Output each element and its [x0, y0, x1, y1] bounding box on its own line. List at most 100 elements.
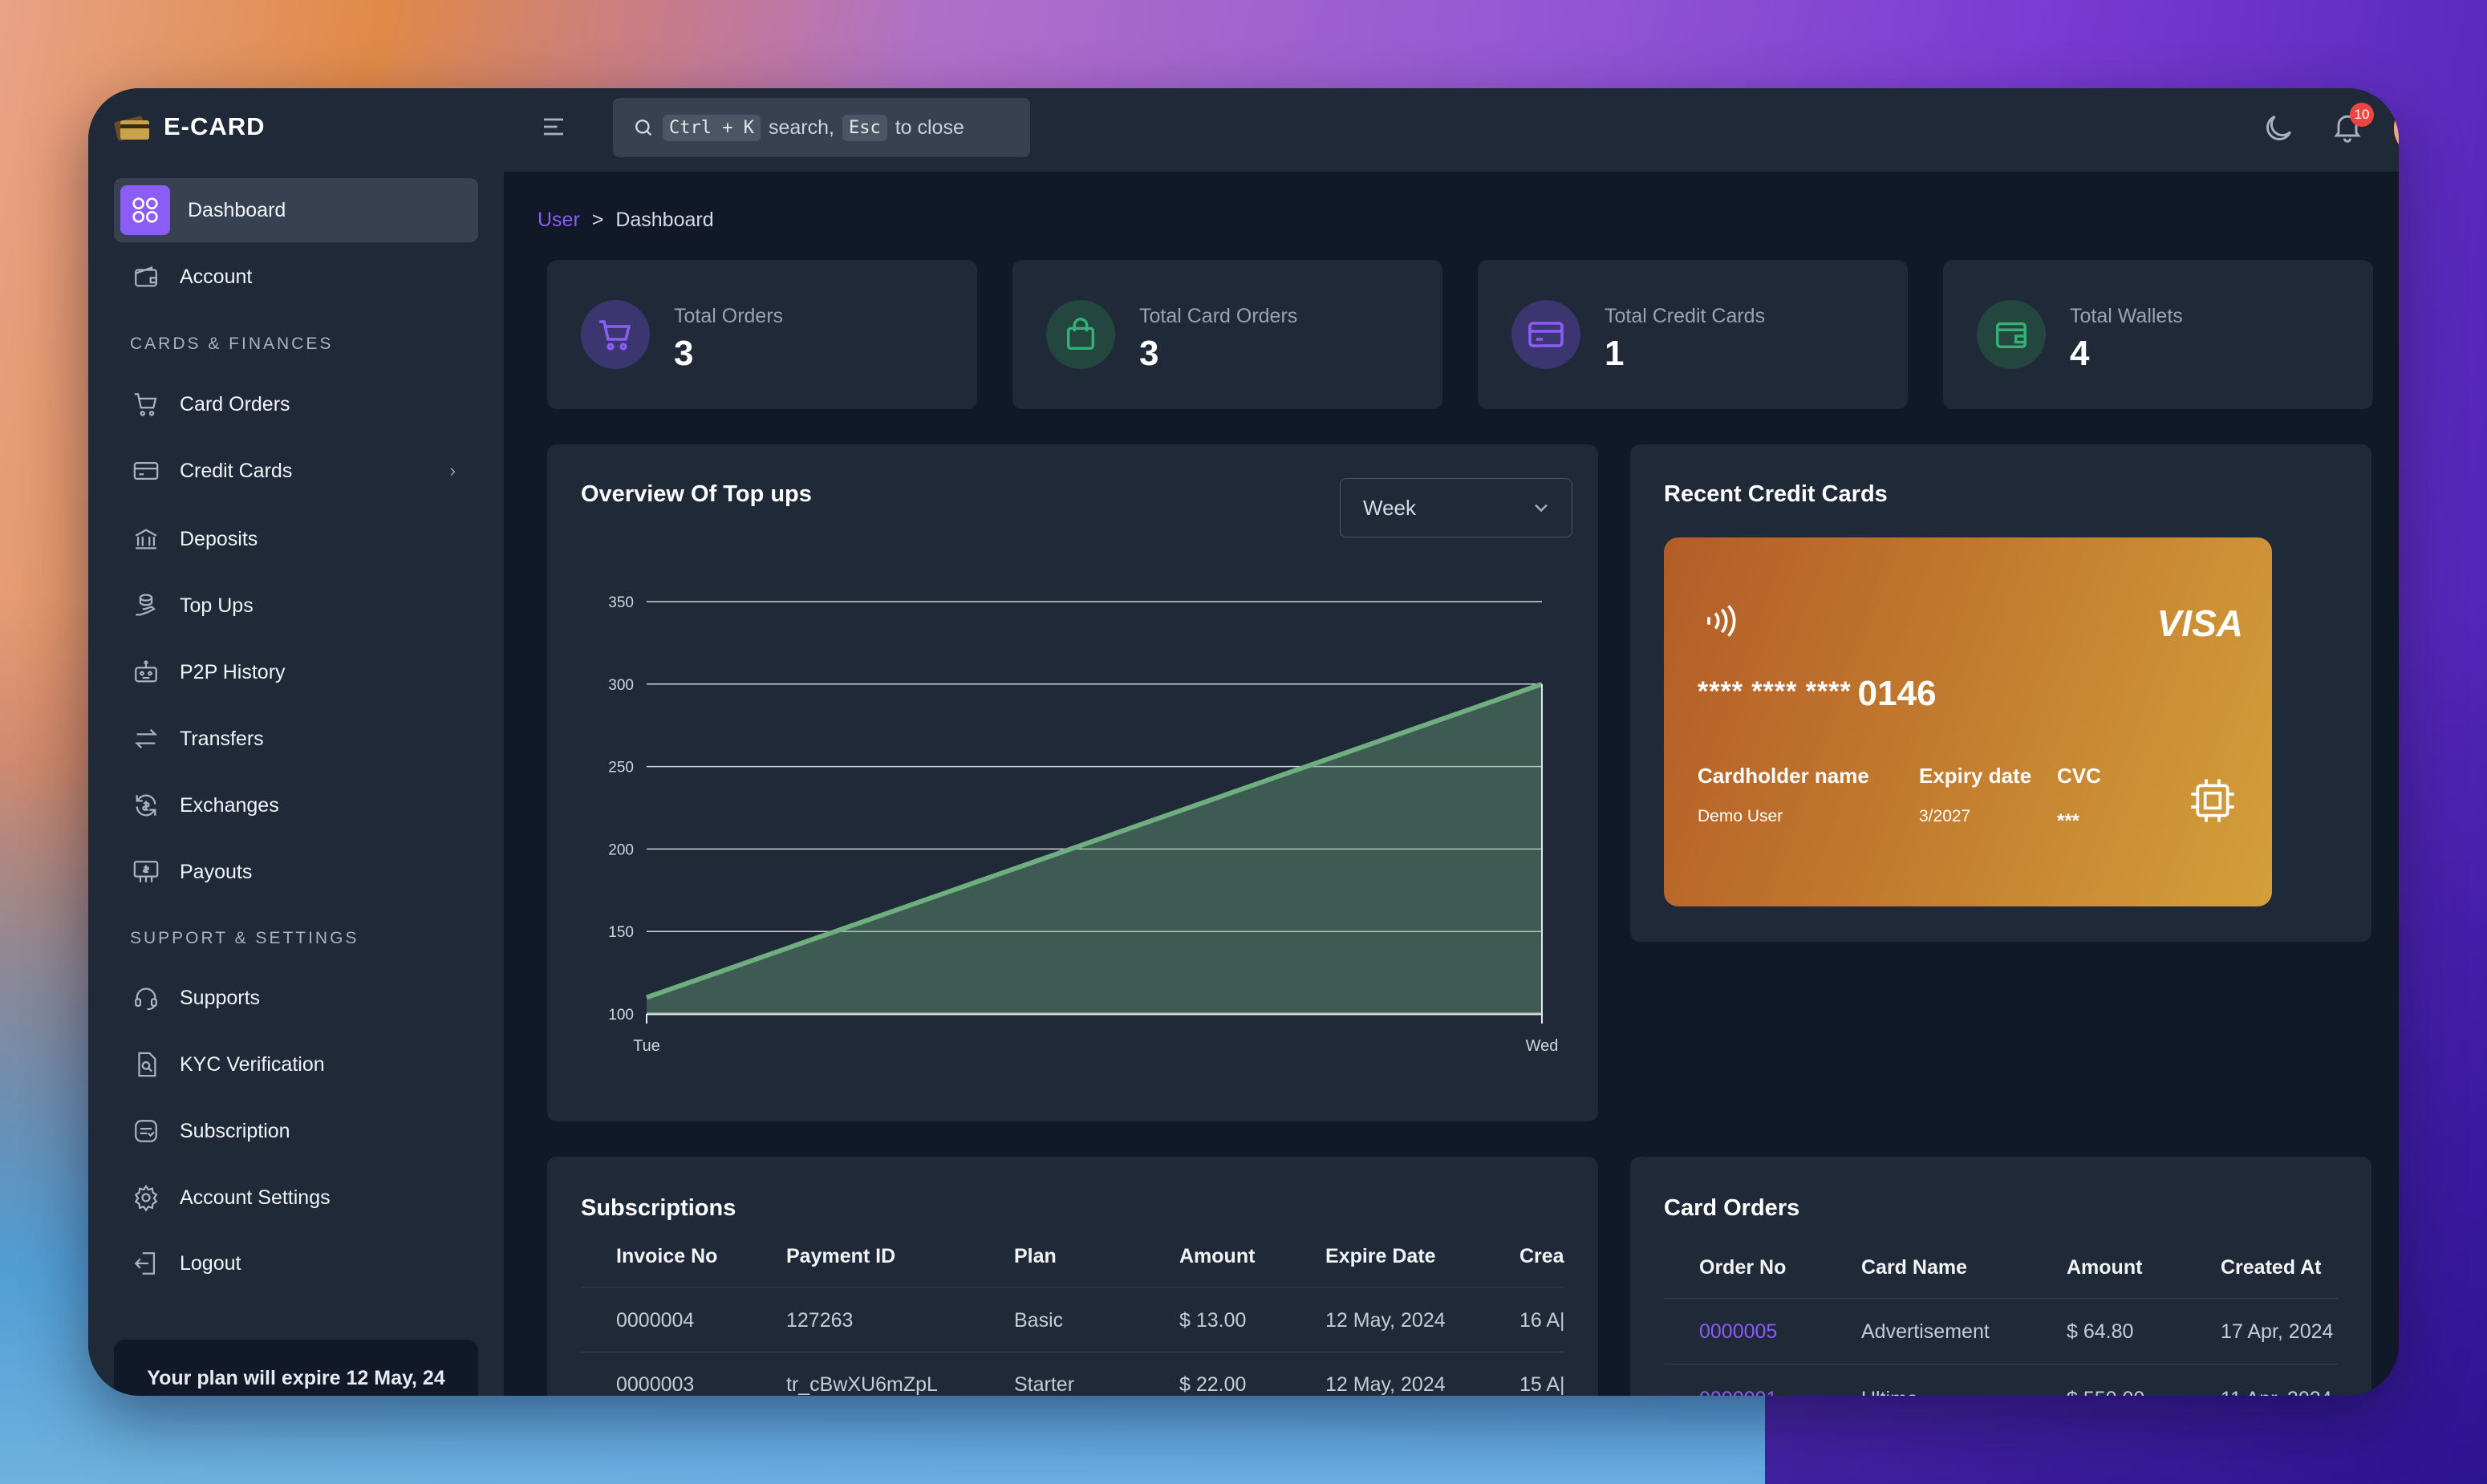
- table-cell: 0000004: [616, 1309, 695, 1332]
- y-tick-label: 100: [608, 1007, 634, 1024]
- cvc-label: CVC: [2057, 764, 2101, 788]
- stat-value: 3: [1139, 334, 1159, 373]
- sidebar-item-transfers[interactable]: Transfers: [114, 707, 478, 771]
- sidebar-item-account-settings[interactable]: Account Settings: [114, 1166, 478, 1230]
- column-header: Payment ID: [786, 1245, 896, 1267]
- notification-count-badge: 10: [2350, 103, 2374, 127]
- breadcrumb-link-user[interactable]: User: [538, 209, 580, 231]
- sidebar-item-kyc-verification[interactable]: KYC Verification: [114, 1032, 478, 1097]
- y-tick-label: 300: [608, 677, 634, 694]
- sidebar-item-supports[interactable]: Supports: [114, 966, 478, 1030]
- divider: [1664, 1298, 2338, 1299]
- sidebar-item-logout[interactable]: Logout: [114, 1231, 478, 1295]
- stat-label: Total Credit Cards: [1605, 305, 1766, 327]
- sidebar-item-label: Card Orders: [180, 392, 290, 416]
- column-header: Expire Date: [1325, 1245, 1436, 1267]
- stat-card-total-wallets: Total Wallets 4: [1943, 260, 2373, 409]
- column-header: Plan: [1014, 1245, 1057, 1267]
- sidebar-item-deposits[interactable]: Deposits: [114, 507, 478, 571]
- shortcut-key: Ctrl + K: [663, 114, 761, 141]
- stat-label: Total Wallets: [2070, 305, 2183, 327]
- sidebar-item-top-ups[interactable]: Top Ups: [114, 574, 478, 638]
- card-number-last4: 0146: [1857, 674, 1937, 713]
- sidebar-item-card-orders[interactable]: Card Orders: [114, 372, 478, 436]
- exchange-icon: [130, 789, 162, 821]
- cardholder-label: Cardholder name: [1698, 764, 1869, 788]
- table-cell: 15 A|: [1519, 1373, 1564, 1396]
- panel-title: Recent Credit Cards: [1664, 481, 1888, 507]
- payout-icon: [130, 856, 162, 888]
- sidebar-item-label: Dashboard: [188, 198, 286, 221]
- column-header: Order No: [1699, 1256, 1787, 1279]
- shortcut-key: Esc: [842, 114, 887, 141]
- avatar[interactable]: [2394, 99, 2399, 157]
- top-bar: Ctrl + K search, Esc to close 10: [504, 88, 2399, 172]
- sidebar-item-payouts[interactable]: Payouts: [114, 840, 478, 904]
- sidebar-item-credit-cards[interactable]: Credit Cards ›: [114, 439, 478, 503]
- sidebar-item-label: Exchanges: [180, 793, 279, 817]
- order-link[interactable]: 0000005: [1699, 1320, 1778, 1343]
- headset-icon: [130, 982, 162, 1014]
- sidebar-item-subscription[interactable]: Subscription: [114, 1099, 478, 1163]
- chevron-right-icon: ›: [449, 460, 456, 480]
- sidebar-item-dashboard[interactable]: Dashboard: [114, 178, 478, 242]
- period-select-value: Week: [1363, 495, 1416, 520]
- sidebar: E-CARD Dashboard Account CARDS & FINANCE…: [88, 88, 504, 1396]
- table-cell: $ 64.80: [2067, 1320, 2134, 1343]
- sidebar-item-label: Top Ups: [180, 594, 254, 617]
- table-cell: Advertisement: [1861, 1320, 1990, 1343]
- stat-card-total-orders: Total Orders 3: [547, 260, 977, 409]
- shopping-bag-icon: [1046, 300, 1115, 369]
- panel-title: Subscriptions: [581, 1195, 736, 1221]
- period-select[interactable]: Week: [1340, 478, 1572, 537]
- y-tick-label: 150: [608, 924, 634, 941]
- stat-value: 4: [2070, 334, 2090, 373]
- y-tick-label: 200: [608, 841, 634, 858]
- breadcrumb: User > Dashboard: [538, 209, 714, 232]
- search-input[interactable]: Ctrl + K search, Esc to close: [613, 98, 1030, 157]
- chip-icon: [2191, 779, 2234, 822]
- sidebar-item-label: Deposits: [180, 527, 258, 550]
- menu-toggle-button[interactable]: [539, 112, 568, 141]
- sidebar-item-label: Logout: [180, 1251, 241, 1275]
- table-cell: Starter: [1014, 1373, 1075, 1396]
- table-cell: $ 13.00: [1179, 1309, 1247, 1332]
- sidebar-item-p2p-history[interactable]: P2P History: [114, 640, 478, 704]
- table-cell: 11 Apr, 2024: [2221, 1388, 2332, 1396]
- credit-card[interactable]: VISA **** **** **** 0146 Cardholder name …: [1664, 537, 2272, 906]
- breadcrumb-current: Dashboard: [615, 209, 714, 231]
- table-cell: 16 A|: [1519, 1309, 1564, 1332]
- subscriptions-panel: Subscriptions Invoice No Payment ID Plan…: [547, 1157, 1598, 1396]
- column-header: Card Name: [1861, 1256, 1967, 1279]
- section-heading-support: SUPPORT & SETTINGS: [130, 929, 359, 947]
- table-cell: 12 May, 2024: [1325, 1373, 1446, 1396]
- sidebar-item-label: Transfers: [180, 727, 264, 750]
- table-cell: tr_cBwXU6mZpL: [786, 1373, 938, 1396]
- stat-value: 1: [1605, 334, 1625, 373]
- y-tick-label: 250: [608, 760, 634, 776]
- sidebar-item-label: P2P History: [180, 660, 286, 683]
- wallet-icon: [1977, 300, 2046, 369]
- arrows-swap-icon: [130, 723, 162, 755]
- main-content: Ctrl + K search, Esc to close 10 User > …: [504, 88, 2399, 1396]
- sidebar-item-account[interactable]: Account: [114, 245, 478, 309]
- sidebar-item-exchanges[interactable]: Exchanges: [114, 773, 478, 837]
- x-tick-label: Wed: [1526, 1037, 1559, 1055]
- order-link[interactable]: 0000001: [1699, 1388, 1777, 1396]
- sidebar-item-label: Credit Cards: [180, 459, 293, 482]
- column-header: Crea: [1519, 1245, 1564, 1267]
- theme-toggle-button[interactable]: [2261, 111, 2296, 146]
- stat-label: Total Card Orders: [1139, 305, 1298, 327]
- card-orders-panel: Card Orders Order No Card Name Amount Cr…: [1630, 1157, 2371, 1396]
- sidebar-item-label: Subscription: [180, 1119, 290, 1142]
- table-cell: 127263: [786, 1309, 854, 1332]
- expiry-label: Expiry date: [1919, 764, 2032, 788]
- bank-icon: [130, 523, 162, 555]
- sidebar-item-label: Payouts: [180, 860, 253, 883]
- logo[interactable]: E-CARD: [114, 111, 266, 143]
- breadcrumb-separator: >: [591, 209, 604, 231]
- column-header: Amount: [2067, 1256, 2143, 1279]
- cart-icon: [581, 300, 650, 369]
- x-tick-label: Tue: [633, 1037, 660, 1055]
- search-icon: [635, 120, 652, 136]
